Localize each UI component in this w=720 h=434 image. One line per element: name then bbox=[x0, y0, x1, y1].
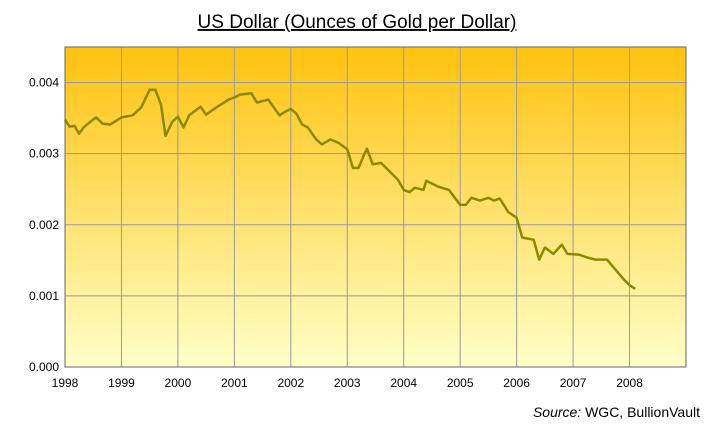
x-tick-label: 2001 bbox=[221, 376, 248, 390]
y-tick-label: 0.004 bbox=[29, 76, 59, 90]
source-text: WGC, BullionVault bbox=[585, 404, 700, 420]
y-tick-label: 0.003 bbox=[29, 147, 59, 161]
plot-area bbox=[65, 47, 686, 367]
x-tick-label: 2000 bbox=[165, 376, 192, 390]
y-tick-label: 0.001 bbox=[29, 289, 59, 303]
y-tick-label: 0.002 bbox=[29, 218, 59, 232]
x-tick-label: 2007 bbox=[560, 376, 587, 390]
line-series bbox=[63, 88, 636, 290]
x-tick-label: 1999 bbox=[108, 376, 135, 390]
x-tick-label: 2002 bbox=[277, 376, 304, 390]
x-tick-label: 2003 bbox=[334, 376, 361, 390]
source: Source: WGC, BullionVault bbox=[533, 404, 700, 420]
x-tick-label: 2008 bbox=[616, 376, 643, 390]
y-tick-label: 0.000 bbox=[29, 360, 59, 374]
x-tick-label: 2006 bbox=[503, 376, 530, 390]
chart-title: US Dollar (Ounces of Gold per Dollar) bbox=[198, 12, 517, 33]
x-tick-label: 2004 bbox=[390, 376, 417, 390]
source-label: Source: bbox=[533, 404, 581, 420]
x-tick-label: 2005 bbox=[447, 376, 474, 390]
x-tick-label: 1998 bbox=[52, 376, 79, 390]
plot-border bbox=[64, 46, 687, 368]
